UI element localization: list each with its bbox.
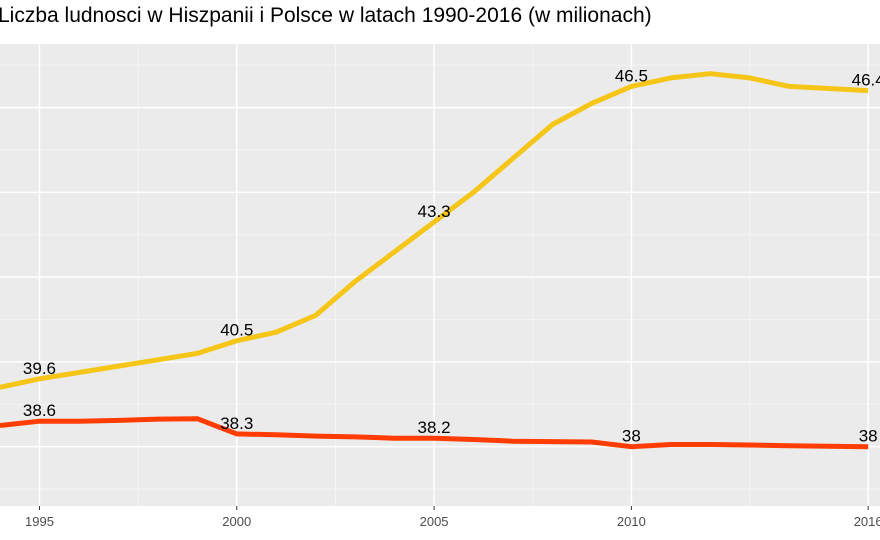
data-label: 43.3: [418, 202, 451, 221]
data-label: 39.6: [23, 359, 56, 378]
minor-gridlines: [0, 44, 880, 506]
series-layer: [0, 71, 869, 450]
x-tick-label: 2016: [854, 514, 880, 529]
data-label: 38: [622, 427, 641, 446]
data-label: 40.5: [220, 321, 253, 340]
x-tick-label: 2000: [222, 514, 251, 529]
data-label: 46.5: [615, 66, 648, 85]
data-label: 38: [859, 427, 878, 446]
data-label: 46.4: [852, 71, 880, 90]
x-tick-label: 1995: [25, 514, 54, 529]
series-line-2: [0, 416, 869, 450]
x-axis-ticks: 1995 2000 2005 2010 2016: [25, 506, 880, 529]
x-tick-label: 2005: [420, 514, 449, 529]
series-line-1: [0, 71, 869, 390]
plot-background: [0, 44, 880, 506]
major-gridlines: [0, 44, 880, 506]
data-label: 38.2: [418, 418, 451, 437]
data-label: 38.6: [23, 401, 56, 420]
x-tick-label: 2010: [617, 514, 646, 529]
data-label: 38.3: [220, 414, 253, 433]
chart-title: Liczba ludnosci w Hiszpanii i Polsce w l…: [0, 4, 652, 27]
data-label-layer: 39.6 40.5 43.3 46.5 46.4 38.6 38.3 38.2 38 38: [23, 66, 880, 445]
